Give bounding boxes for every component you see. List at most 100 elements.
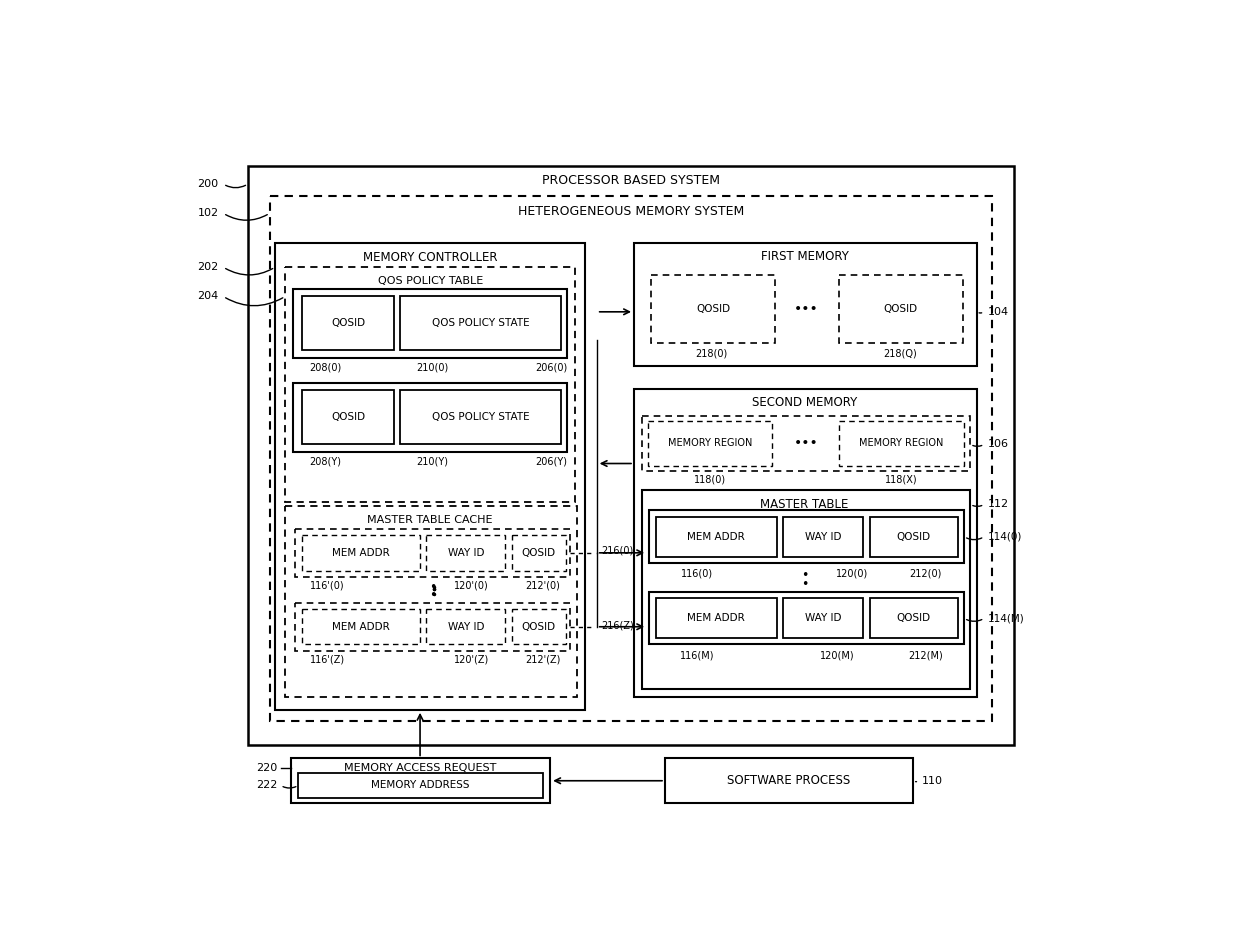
Text: 206(Y): 206(Y) (534, 456, 567, 466)
Text: QOS POLICY STATE: QOS POLICY STATE (432, 412, 529, 422)
Text: 120(0): 120(0) (836, 569, 869, 579)
Text: MEM ADDR: MEM ADDR (687, 613, 745, 623)
Bar (649, 422, 771, 466)
Text: 216(0): 216(0) (601, 545, 634, 555)
Text: 104: 104 (988, 306, 1009, 317)
Text: MEMORY CONTROLLER: MEMORY CONTROLLER (363, 252, 497, 264)
Text: QOSID: QOSID (897, 532, 931, 541)
Text: PROCESSOR BASED SYSTEM: PROCESSOR BASED SYSTEM (542, 174, 720, 188)
Text: MEMORY ADDRESS: MEMORY ADDRESS (371, 781, 469, 790)
Text: MEM ADDR: MEM ADDR (332, 621, 391, 632)
Text: 118(X): 118(X) (885, 474, 918, 485)
Text: 210(Y): 210(Y) (417, 456, 449, 466)
Text: 106: 106 (988, 439, 1009, 449)
Text: QOS POLICY TABLE: QOS POLICY TABLE (377, 276, 482, 286)
Text: QOS POLICY STATE: QOS POLICY STATE (432, 319, 529, 328)
Text: 116(0): 116(0) (682, 569, 713, 579)
Bar (270, 196, 992, 721)
Bar (650, 510, 965, 563)
Text: 112: 112 (988, 500, 1009, 509)
Text: •••: ••• (794, 437, 818, 451)
Text: MASTER TABLE: MASTER TABLE (760, 498, 848, 511)
Text: 212(0): 212(0) (909, 569, 941, 579)
Bar (634, 389, 977, 697)
Bar (511, 535, 565, 571)
Bar (293, 383, 568, 452)
Text: WAY ID: WAY ID (448, 621, 484, 632)
Bar (295, 529, 569, 577)
Bar (642, 490, 971, 689)
Bar (642, 416, 971, 472)
Bar (869, 517, 959, 556)
Text: SOFTWARE PROCESS: SOFTWARE PROCESS (728, 774, 851, 787)
Text: FIRST MEMORY: FIRST MEMORY (760, 250, 848, 263)
Bar (651, 274, 775, 342)
Text: 220: 220 (257, 764, 278, 773)
Text: 208(Y): 208(Y) (310, 456, 341, 466)
Bar (511, 609, 565, 644)
Text: QOSID: QOSID (331, 412, 365, 422)
Bar (285, 505, 578, 697)
Text: MEMORY REGION: MEMORY REGION (667, 438, 753, 449)
Text: MASTER TABLE CACHE: MASTER TABLE CACHE (367, 515, 492, 524)
Bar (303, 390, 394, 444)
Bar (665, 758, 913, 803)
Bar (427, 535, 506, 571)
Text: 204: 204 (197, 291, 218, 302)
Text: •: • (801, 578, 808, 591)
Text: 218(Q): 218(Q) (884, 348, 918, 358)
Text: QOSID: QOSID (883, 304, 918, 314)
Bar (293, 289, 568, 358)
Bar (399, 296, 560, 350)
Text: QOSID: QOSID (897, 613, 931, 623)
Text: 114(M): 114(M) (988, 613, 1025, 623)
Text: 102: 102 (197, 208, 218, 218)
Bar (782, 598, 863, 638)
Bar (838, 422, 965, 466)
Bar (838, 274, 962, 342)
Bar (285, 267, 575, 502)
Text: 222: 222 (257, 781, 278, 790)
Text: 116'(Z): 116'(Z) (310, 654, 345, 665)
Bar (275, 242, 585, 710)
Text: MEM ADDR: MEM ADDR (687, 532, 745, 541)
Text: 208(0): 208(0) (309, 362, 342, 372)
Text: 210(0): 210(0) (417, 362, 449, 372)
Bar (303, 296, 394, 350)
Bar (248, 166, 1014, 745)
Text: •••: ••• (794, 302, 818, 316)
Text: WAY ID: WAY ID (805, 532, 841, 541)
Text: MEMORY REGION: MEMORY REGION (859, 438, 944, 449)
Text: HETEROGENEOUS MEMORY SYSTEM: HETEROGENEOUS MEMORY SYSTEM (518, 206, 744, 218)
Bar (303, 609, 420, 644)
Text: 206(0): 206(0) (534, 362, 567, 372)
Text: 212'(0): 212'(0) (525, 581, 560, 591)
Text: 120'(Z): 120'(Z) (454, 654, 489, 665)
Text: 120'(0): 120'(0) (454, 581, 489, 591)
Text: WAY ID: WAY ID (805, 613, 841, 623)
Text: 116'(0): 116'(0) (310, 581, 345, 591)
Text: QOSID: QOSID (331, 319, 365, 328)
Bar (295, 603, 569, 651)
Text: 216(Z): 216(Z) (601, 620, 634, 630)
Text: 110: 110 (923, 776, 944, 786)
Text: QOSID: QOSID (522, 548, 556, 558)
Text: 114(0): 114(0) (988, 532, 1023, 541)
Text: QOSID: QOSID (696, 304, 730, 314)
Text: SECOND MEMORY: SECOND MEMORY (751, 396, 857, 409)
Text: 118(0): 118(0) (694, 474, 725, 485)
Text: 202: 202 (197, 262, 218, 273)
Bar (650, 592, 965, 644)
Bar (634, 242, 977, 366)
Text: 120(M): 120(M) (820, 651, 854, 660)
Bar (656, 598, 776, 638)
Text: QOSID: QOSID (522, 621, 556, 632)
Bar (782, 517, 863, 556)
Text: •: • (429, 581, 436, 594)
Text: •: • (801, 569, 808, 582)
Text: 116(M): 116(M) (681, 651, 714, 660)
Text: 212(M): 212(M) (908, 651, 942, 660)
Text: 218(0): 218(0) (696, 348, 728, 358)
Text: •: • (429, 588, 436, 602)
Bar (427, 609, 506, 644)
